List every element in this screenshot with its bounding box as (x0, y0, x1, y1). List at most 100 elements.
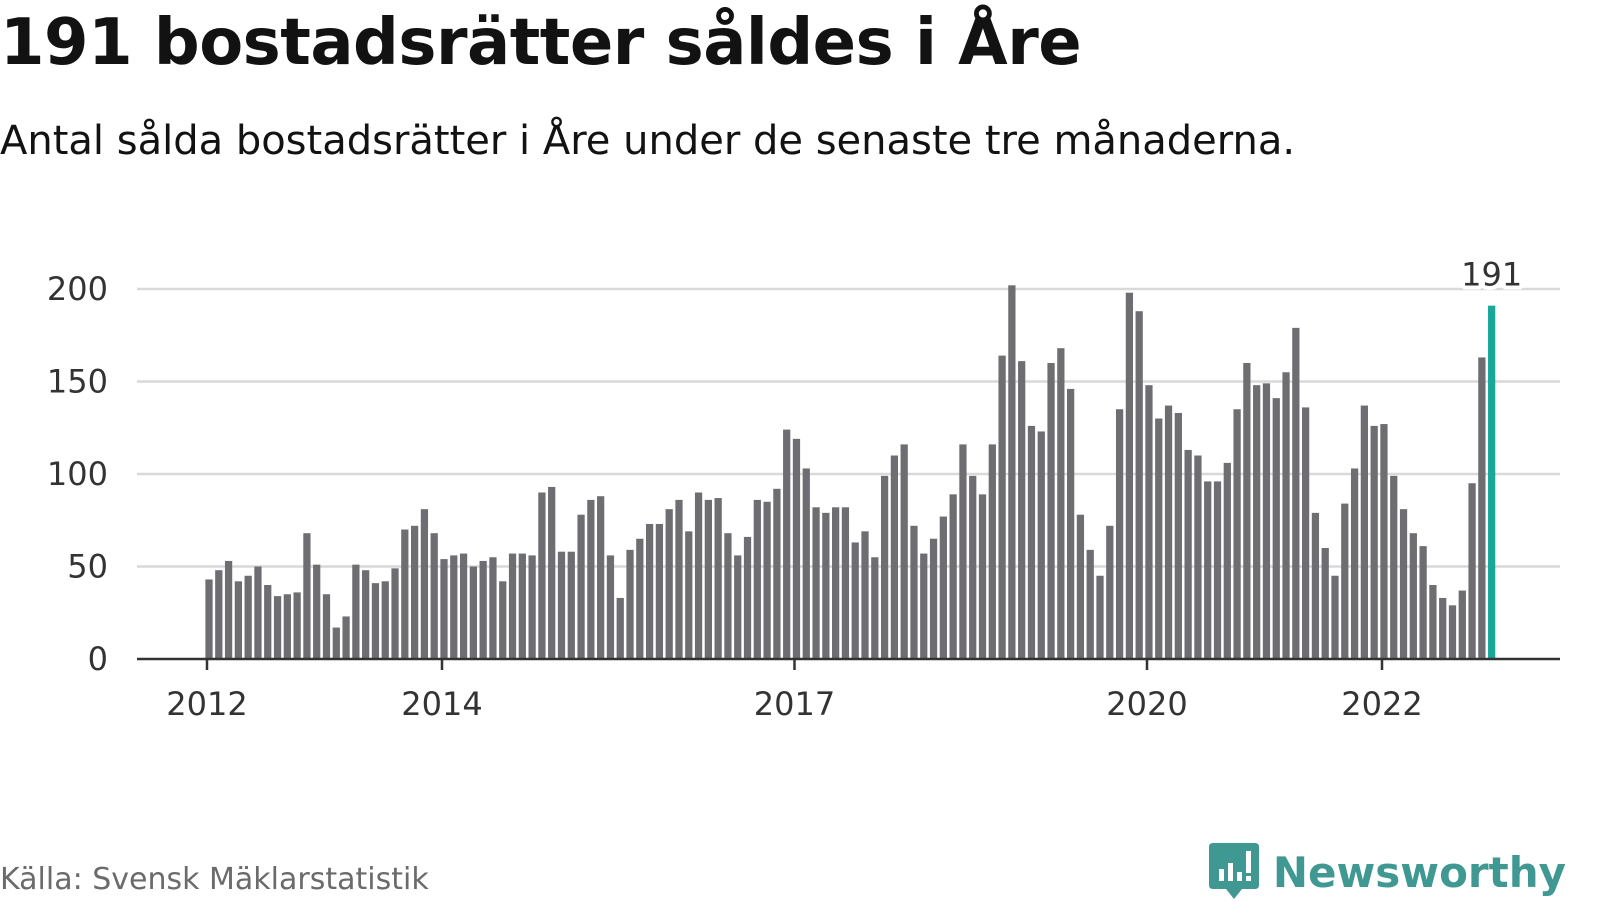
bar (616, 597, 624, 659)
bar (548, 486, 556, 659)
x-tick-label: 2012 (166, 685, 247, 723)
x-tick-label: 2020 (1106, 685, 1187, 723)
bar (1155, 418, 1163, 659)
bar (704, 499, 712, 659)
bar (1047, 363, 1055, 659)
bar (459, 553, 468, 659)
bar (381, 581, 389, 659)
bar (224, 560, 233, 659)
bar (440, 559, 448, 659)
bar (675, 499, 683, 659)
bar (1018, 361, 1026, 659)
bar (1115, 409, 1124, 659)
bar (1360, 405, 1368, 659)
y-axis-ticks: 0 50 100 150 200 (47, 270, 108, 678)
bar (792, 438, 801, 659)
bar (1439, 597, 1447, 659)
bar (1204, 481, 1212, 659)
bar (871, 557, 879, 659)
bar (1370, 425, 1378, 659)
bar (538, 492, 546, 659)
bar (273, 596, 282, 659)
bar (606, 555, 615, 659)
bar (391, 568, 399, 659)
bar (1164, 405, 1173, 659)
bar (1321, 548, 1329, 659)
bar (1086, 549, 1094, 659)
bar (900, 444, 908, 659)
bar (1380, 424, 1388, 659)
bar (264, 585, 272, 659)
chart-title: 191 bostadsrätter såldes i Åre (0, 6, 1082, 80)
bar (1468, 483, 1476, 659)
bar (1233, 409, 1241, 659)
bar (832, 507, 840, 659)
bar (567, 551, 575, 659)
y-tick-label: 0 (88, 640, 108, 678)
bar (499, 581, 507, 659)
bar (303, 533, 311, 659)
bars (205, 285, 1496, 659)
bar (920, 553, 928, 659)
bar (1331, 575, 1339, 659)
bar (215, 570, 223, 659)
bar (313, 564, 321, 659)
x-tick-label: 2022 (1341, 685, 1422, 723)
bar (332, 627, 340, 659)
bar (802, 468, 810, 659)
bar (685, 531, 693, 659)
bar (734, 555, 742, 659)
x-tick-label: 2017 (754, 685, 835, 723)
bar (234, 581, 242, 659)
x-tick-label: 2014 (401, 685, 482, 723)
bar (1409, 533, 1417, 659)
bar (1096, 575, 1104, 659)
bar (851, 542, 859, 659)
bar (1184, 449, 1192, 659)
x-axis-ticks: 2012 2014 2017 2020 2022 (166, 659, 1423, 723)
bar (1458, 590, 1466, 659)
bar (205, 579, 213, 659)
bar (371, 583, 380, 659)
bar (753, 499, 761, 659)
bar (557, 551, 566, 659)
bar (1106, 525, 1114, 659)
source-note: Källa: Svensk Mäklarstatistik (0, 862, 429, 897)
bar (577, 514, 585, 659)
bar (783, 429, 791, 659)
bar (293, 592, 301, 659)
bar (1067, 388, 1075, 659)
bar (743, 536, 752, 659)
annotations: 191 (1457, 252, 1526, 298)
bar (410, 525, 419, 659)
brand-logo: Newsworthy (1208, 843, 1566, 901)
bar-highlight (1488, 305, 1496, 659)
bar (587, 499, 595, 659)
bar (1282, 372, 1290, 659)
bar (1125, 292, 1134, 659)
bar (978, 494, 987, 659)
bar (655, 523, 664, 659)
bar (597, 496, 605, 659)
bar (518, 553, 526, 659)
bar (352, 564, 360, 659)
bar (1213, 481, 1222, 659)
bar (714, 498, 722, 659)
y-tick-label: 200 (47, 270, 108, 308)
bar (1478, 357, 1486, 659)
bar (626, 549, 634, 659)
bar (469, 566, 477, 659)
bar (665, 509, 673, 659)
bar (489, 557, 497, 659)
bar (479, 560, 487, 659)
bar (1037, 431, 1045, 659)
bar (1262, 383, 1271, 659)
bar (254, 566, 262, 659)
bar (969, 475, 977, 659)
bar-chart: 0 50 100 150 200 2012 2014 2017 2020 2022 191 (46, 252, 1560, 723)
y-tick-label: 100 (47, 455, 108, 493)
bar (645, 523, 654, 659)
bar (1145, 385, 1153, 659)
brand-name: Newsworthy (1272, 847, 1566, 897)
bar (1419, 546, 1427, 659)
